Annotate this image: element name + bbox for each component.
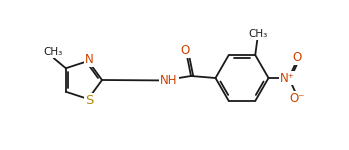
Text: S: S xyxy=(85,94,94,107)
Text: CH₃: CH₃ xyxy=(43,47,62,57)
Text: O: O xyxy=(180,44,190,57)
Text: O: O xyxy=(292,51,302,64)
Text: N: N xyxy=(84,53,93,66)
Text: O⁻: O⁻ xyxy=(290,92,305,105)
Text: CH₃: CH₃ xyxy=(248,29,267,39)
Text: NH: NH xyxy=(160,74,178,87)
Text: N⁺: N⁺ xyxy=(280,72,295,84)
